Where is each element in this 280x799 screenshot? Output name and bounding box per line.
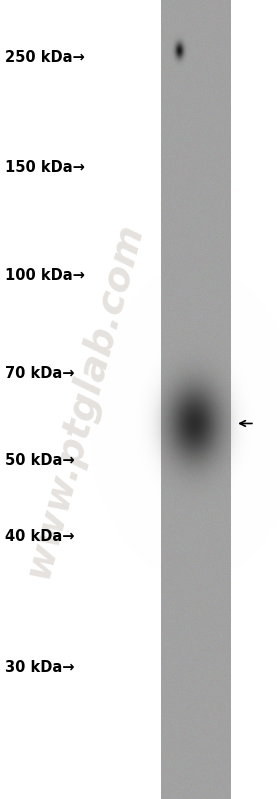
Text: 40 kDa→: 40 kDa→: [5, 530, 74, 544]
Text: 70 kDa→: 70 kDa→: [5, 367, 74, 381]
Text: 50 kDa→: 50 kDa→: [5, 453, 75, 467]
Text: 250 kDa→: 250 kDa→: [5, 50, 85, 65]
Text: 100 kDa→: 100 kDa→: [5, 268, 85, 283]
Text: 30 kDa→: 30 kDa→: [5, 660, 74, 674]
Text: www.ptglab.com: www.ptglab.com: [18, 217, 150, 582]
Text: 150 kDa→: 150 kDa→: [5, 161, 85, 175]
